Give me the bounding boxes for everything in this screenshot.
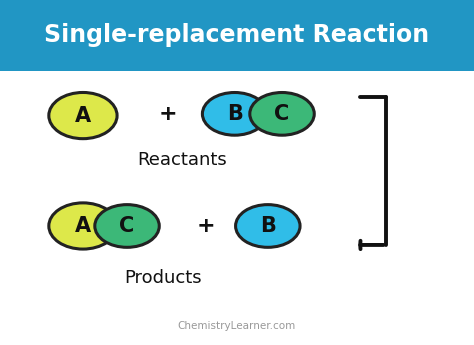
Text: +: + [159,104,178,124]
Text: B: B [227,104,243,124]
Ellipse shape [49,203,117,249]
Bar [0,0,474,71]
Text: Products: Products [125,269,202,287]
Text: A: A [75,106,91,126]
Text: C: C [274,104,290,124]
Text: C: C [119,216,135,236]
Ellipse shape [202,92,267,135]
Text: +: + [197,216,216,236]
Ellipse shape [236,205,300,247]
Text: B: B [260,216,276,236]
Ellipse shape [95,205,159,247]
Ellipse shape [250,92,314,135]
Text: ChemistryLearner.com: ChemistryLearner.com [178,321,296,331]
Text: A: A [75,216,91,236]
Ellipse shape [49,92,117,139]
Text: Single-replacement Reaction: Single-replacement Reaction [45,23,429,47]
Text: Reactants: Reactants [137,151,228,169]
